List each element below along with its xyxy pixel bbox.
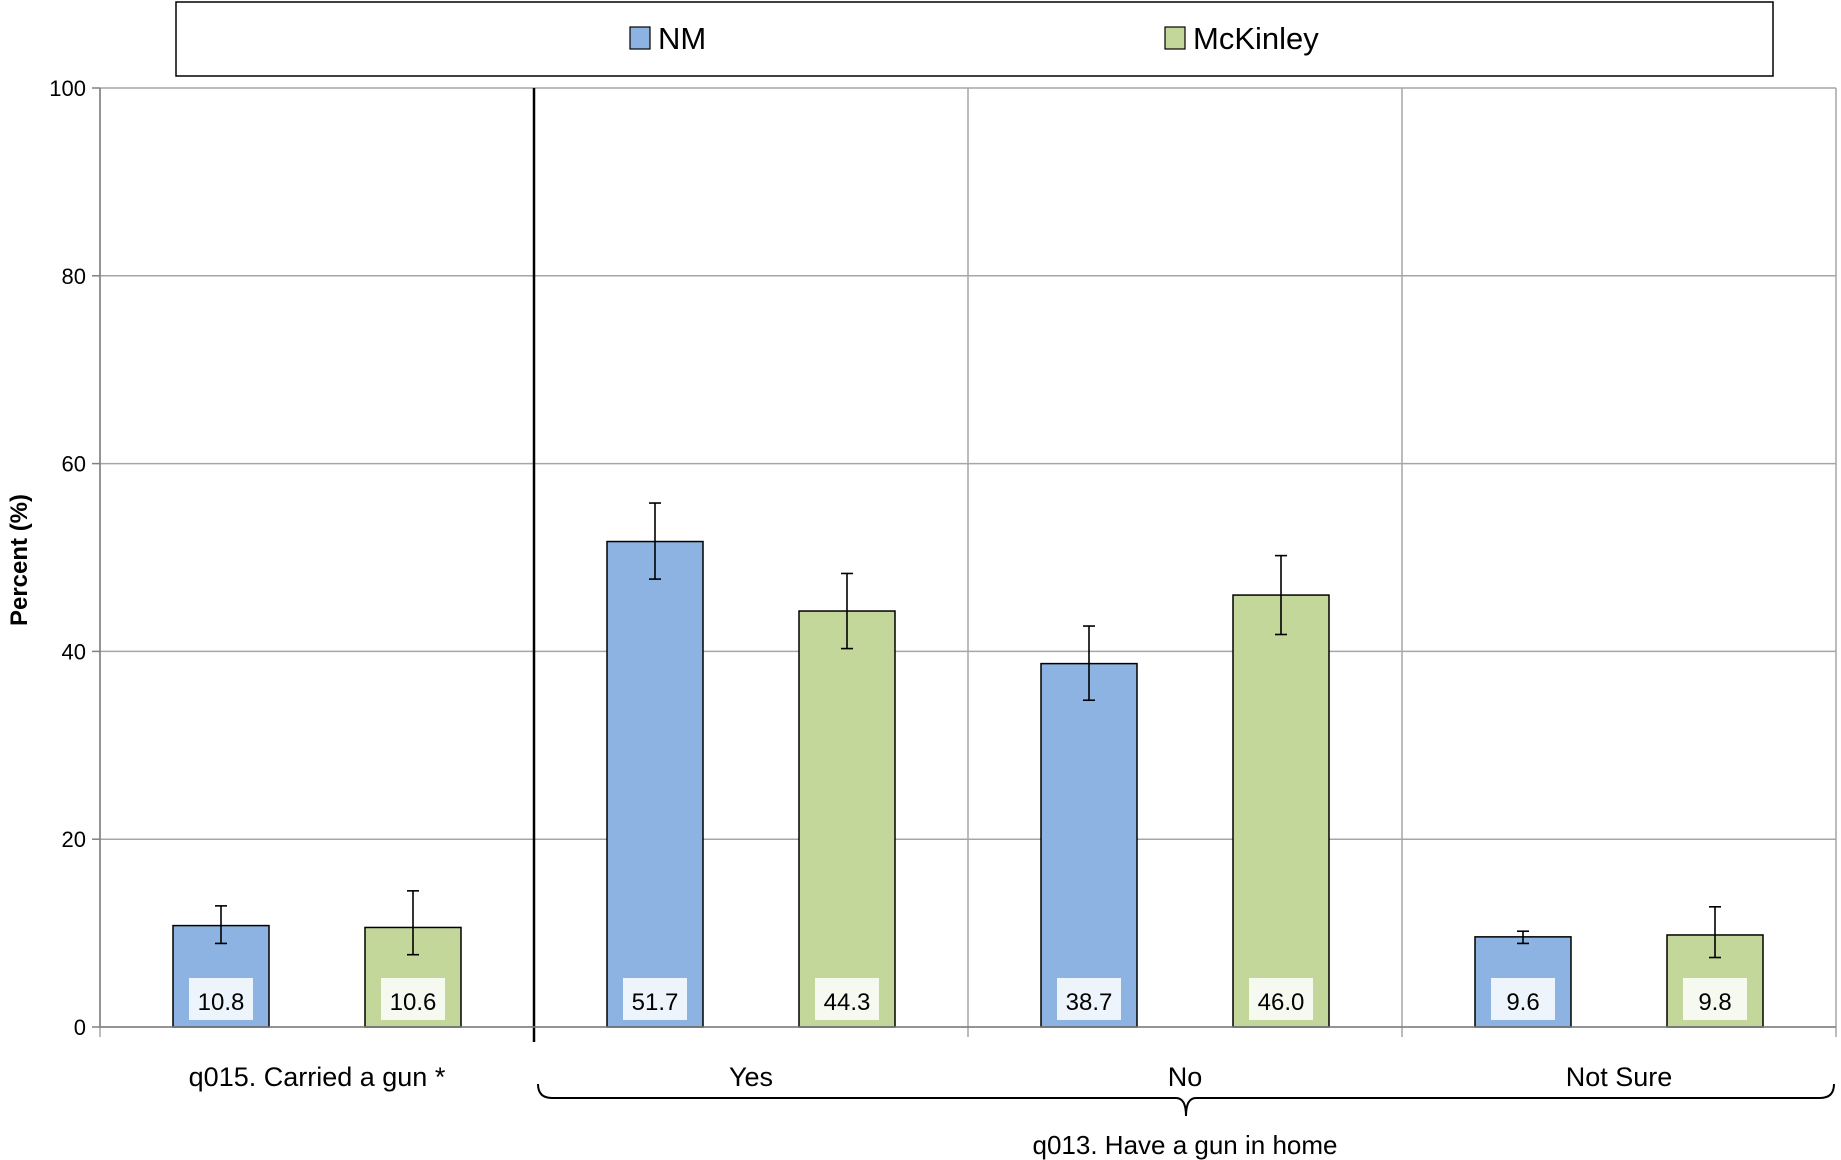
category-label: No [1168, 1062, 1203, 1092]
bar [1232, 594, 1330, 1028]
legend-label-nm: NM [658, 21, 706, 56]
category-label: q015. Carried a gun * [189, 1062, 446, 1092]
data-label-bg [1491, 978, 1555, 1020]
bar [606, 540, 704, 1028]
group-label: q013. Have a gun in home [1033, 1130, 1338, 1160]
data-label-bg [381, 978, 445, 1020]
data-label-bg [1057, 978, 1121, 1020]
legend-swatch-mckinley [1164, 26, 1186, 50]
y-tick-label: 0 [74, 1015, 86, 1040]
data-label-bg [815, 978, 879, 1020]
data-label: 38.7 [1066, 989, 1113, 1016]
bar [1040, 662, 1138, 1028]
legend-label-mckinley: McKinley [1193, 21, 1319, 56]
category-label: Yes [729, 1062, 773, 1092]
legend-swatch-nm [629, 26, 651, 50]
data-label: 10.6 [390, 989, 437, 1016]
data-label: 46.0 [1258, 989, 1305, 1016]
group-brace [537, 1083, 1835, 1117]
data-label-bg [623, 978, 687, 1020]
data-label-bg [189, 978, 253, 1020]
legend-box [175, 1, 1774, 77]
error-bars [215, 502, 1721, 959]
y-tick-label: 60 [62, 452, 86, 477]
data-label: 51.7 [632, 989, 679, 1016]
data-label: 9.8 [1698, 989, 1731, 1016]
data-label: 10.8 [198, 989, 245, 1016]
category-label: Not Sure [1566, 1062, 1673, 1092]
y-axis-ticks: 0 20 40 60 80 100 [49, 76, 100, 1040]
data-label: 9.6 [1506, 989, 1539, 1016]
gridlines [99, 87, 1837, 1042]
data-label: 44.3 [824, 989, 871, 1016]
y-tick-label: 20 [62, 827, 86, 852]
data-label-bg [1683, 978, 1747, 1020]
y-tick-label: 80 [62, 264, 86, 289]
data-labels: 10.8 10.6 51.7 44.3 38.7 46.0 9.6 9.8 [189, 978, 1747, 1020]
y-tick-label: 40 [62, 639, 86, 664]
y-axis-label: Percent (%) [6, 494, 33, 626]
x-axis: q015. Carried a gun * Yes No Not Sure [99, 88, 1836, 1092]
legend: NM McKinley [175, 1, 1774, 77]
y-tick-label: 100 [49, 76, 86, 101]
bar [798, 610, 896, 1028]
data-label-bg [1249, 978, 1313, 1020]
